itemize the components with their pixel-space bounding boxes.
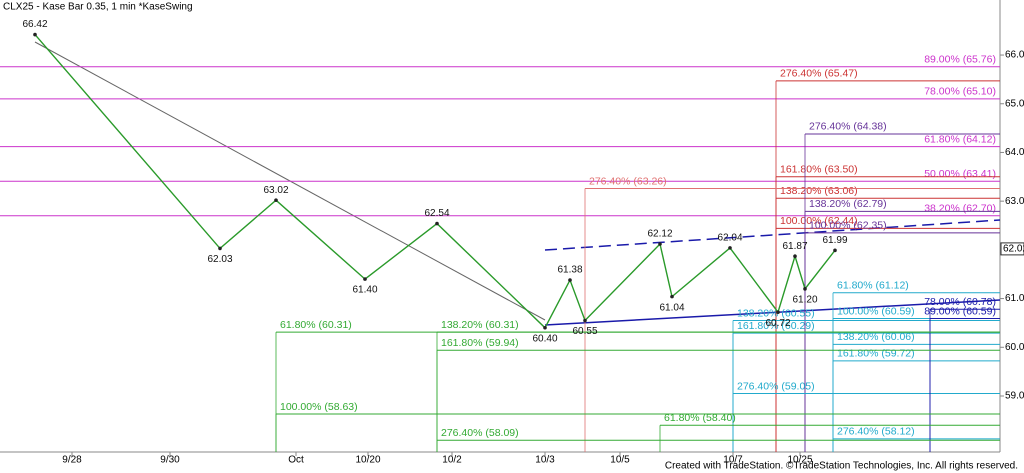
x-tick-label: 10/2 (442, 455, 462, 466)
swing-label: 66.42 (22, 19, 47, 30)
fib-label: 138.20% (60.55) (737, 307, 815, 319)
x-tick-label: 10/25 (787, 455, 812, 466)
fib-label: 161.80% (59.94) (441, 337, 519, 349)
fib-label: 89.00% (65.76) (924, 54, 996, 66)
last-price-label: 62.02 (1003, 244, 1024, 255)
swing-point (658, 242, 662, 246)
swing-label: 62.04 (717, 233, 742, 244)
x-tick-label: 9/30 (160, 455, 180, 466)
swing-point (568, 278, 572, 282)
chart-title: CLX25 - Kase Bar 0.35, 1 min *KaseSwing (3, 2, 193, 13)
swing-label: 61.87 (782, 241, 807, 252)
fib-label: 100.00% (58.63) (280, 401, 358, 413)
swing-label: 62.12 (647, 229, 672, 240)
fib-label: 78.00% (60.78) (924, 296, 996, 308)
trend-line (544, 299, 1001, 326)
swing-point (218, 246, 222, 251)
fib-label: 61.80% (64.12) (924, 133, 996, 145)
y-tick-label: 60.00 (1005, 342, 1024, 353)
swing-label: 61.99 (822, 235, 847, 246)
fib-label: 138.20% (60.06) (837, 331, 915, 343)
swing-point (435, 221, 439, 226)
x-tick-label: 10/20 (355, 455, 380, 466)
swing-label: 61.40 (352, 285, 377, 296)
fib-label: 138.20% (62.79) (809, 198, 887, 210)
swing-label: 61.38 (557, 265, 582, 276)
fib-label: 61.80% (60.31) (280, 319, 352, 331)
swing-point (274, 198, 278, 202)
swing-point (583, 318, 587, 323)
fib-label: 61.80% (61.12) (837, 280, 909, 292)
fib-label: 38.20% (62.70) (924, 203, 996, 215)
fib-label: 276.40% (65.47) (780, 68, 858, 80)
fib-label: 161.80% (60.29) (737, 320, 815, 332)
swing-label: 60.55 (572, 326, 597, 337)
footer: Created with TradeStation. ©TradeStation… (665, 461, 1018, 472)
swing-point (776, 310, 780, 315)
x-tick-label: 10/7 (723, 455, 743, 466)
fib-label: 89.00% (60.59) (924, 305, 996, 317)
y-tick-label: 66.00 (1005, 50, 1024, 61)
y-tick-label: 59.00 (1005, 391, 1024, 402)
swing-label: 61.20 (792, 294, 817, 305)
fib-label: 276.40% (58.12) (837, 426, 915, 438)
swing-label: 61.04 (659, 302, 684, 313)
fib-label: 161.80% (63.50) (780, 164, 858, 176)
fib-label: 61.80% (58.40) (664, 412, 736, 424)
swing-point (670, 294, 674, 299)
swing-label: 62.03 (207, 254, 232, 265)
fib-label: 276.40% (63.26) (589, 175, 667, 187)
y-tick-label: 63.00 (1005, 196, 1024, 207)
fib-label: 50.00% (63.41) (924, 168, 996, 180)
x-tick-label: Oct (288, 455, 304, 466)
swing-point (793, 254, 797, 258)
fib-label: 276.40% (58.09) (441, 427, 519, 439)
swing-point (543, 325, 547, 330)
y-tick-label: 61.00 (1005, 293, 1024, 304)
trend-line (544, 219, 1001, 251)
swing-point (803, 287, 807, 291)
y-tick-label: 64.00 (1005, 147, 1024, 158)
fib-label: 138.20% (63.06) (780, 185, 858, 197)
fib-label: 100.00% (62.35) (809, 220, 887, 232)
fib-label: 161.80% (59.72) (837, 348, 915, 360)
fib-label: 138.20% (60.31) (441, 319, 519, 331)
last-price-box (1000, 242, 1024, 256)
swing-label: 60.40 (532, 333, 557, 344)
fib-label: 100.00% (60.59) (837, 305, 915, 317)
fib-label: 276.40% (59.05) (737, 380, 815, 392)
fib-label: 276.40% (64.38) (809, 121, 887, 133)
swing-point (833, 248, 837, 253)
x-tick-label: 10/5 (610, 455, 630, 466)
x-tick-label: 9/28 (62, 455, 82, 466)
x-tick-label: 10/3 (535, 455, 555, 466)
swing-point (33, 32, 37, 37)
fib-label: 78.00% (65.10) (924, 86, 996, 98)
swing-label: 63.02 (263, 185, 288, 196)
fib-label: 100.00% (62.44) (780, 215, 858, 227)
y-tick-label: 65.00 (1005, 98, 1024, 109)
swing-label: 60.72 (765, 318, 790, 329)
swing-label: 62.54 (424, 208, 449, 219)
swing-point (728, 246, 732, 250)
swing-point (363, 277, 367, 281)
